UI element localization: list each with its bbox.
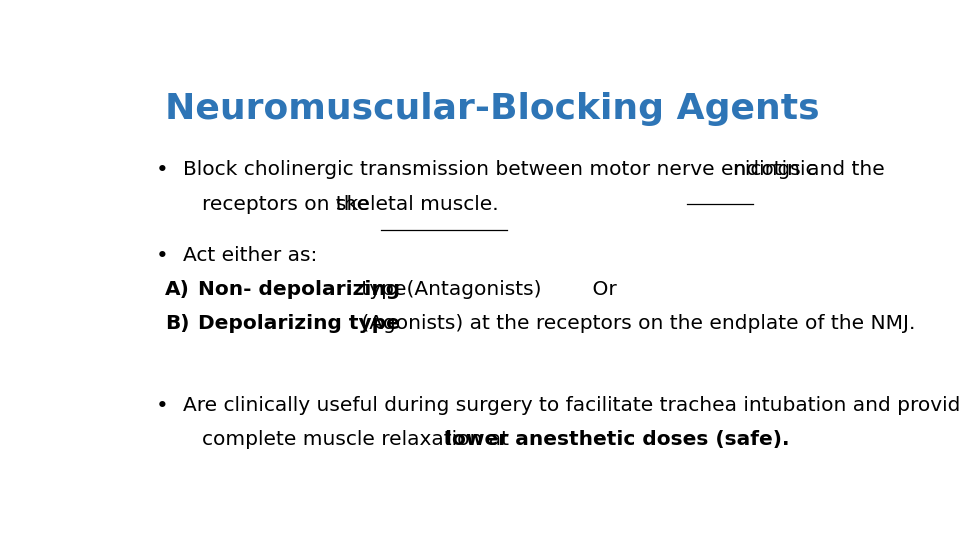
Text: lower anesthetic doses (safe).: lower anesthetic doses (safe). [444, 430, 789, 449]
Text: •: • [156, 246, 168, 266]
Text: Block cholinergic transmission between motor nerve endings and the: Block cholinergic transmission between m… [183, 160, 892, 179]
Text: Non- depolarizing: Non- depolarizing [198, 280, 400, 299]
Text: complete muscle relaxation at: complete muscle relaxation at [202, 430, 516, 449]
Text: Are clinically useful during surgery to facilitate trachea intubation and provid: Are clinically useful during surgery to … [183, 396, 960, 415]
Text: Depolarizing type: Depolarizing type [198, 314, 400, 333]
Text: B): B) [165, 314, 189, 333]
Text: •: • [156, 396, 168, 416]
Text: A): A) [165, 280, 189, 299]
Text: nicotinic: nicotinic [732, 160, 817, 179]
Text: type(Antagonists)        Or: type(Antagonists) Or [355, 280, 616, 299]
Text: Act either as:: Act either as: [183, 246, 318, 265]
Text: •: • [156, 160, 168, 180]
Text: skeletal muscle.: skeletal muscle. [336, 194, 499, 213]
Text: Neuromuscular-Blocking Agents: Neuromuscular-Blocking Agents [165, 92, 819, 126]
Text: (Agonists) at the receptors on the endplate of the NMJ.: (Agonists) at the receptors on the endpl… [354, 314, 915, 333]
Text: receptors on the: receptors on the [202, 194, 375, 213]
